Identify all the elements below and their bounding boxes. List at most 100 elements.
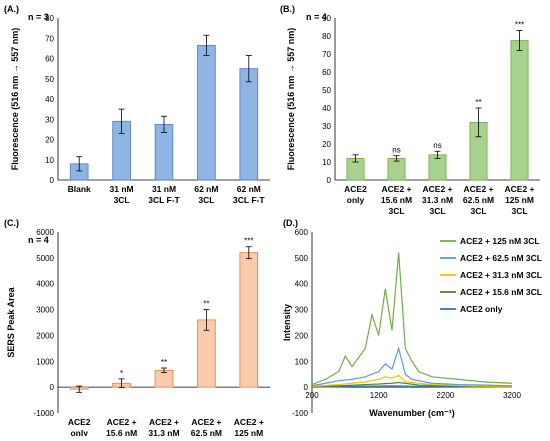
x-tick-label: 62.5 nM (463, 195, 494, 205)
x-tick-label: 3CL (388, 206, 404, 216)
panel-label: (A.) (4, 4, 19, 14)
x-tick-label: 31 nM (152, 184, 176, 194)
y-axis-label: SERS Peak Area (6, 286, 16, 357)
x-tick-label: 31 nM (110, 184, 134, 194)
y-tick-label: 4000 (36, 280, 54, 289)
y-tick-label: 50 (322, 86, 331, 95)
y-tick-label: 60 (45, 55, 54, 64)
x-tick-label: only (70, 428, 88, 436)
y-tick-label: 10 (322, 158, 331, 167)
n-label: n = 4 (306, 12, 327, 22)
y-tick-label: 500 (295, 254, 309, 263)
significance-label: *** (515, 21, 524, 30)
x-tick-label: 15.6 nM (106, 428, 137, 436)
y-tick-label: 30 (322, 122, 331, 131)
x-tick-label: ACE2 + (191, 417, 221, 427)
y-tick-label: 40 (322, 104, 331, 113)
x-tick-label: 3CL (114, 195, 130, 205)
y-tick-label: 600 (295, 228, 309, 237)
y-tick-label: 30 (45, 115, 54, 124)
y-tick-label: 20 (45, 136, 54, 145)
y-axis-label: Intensity (282, 304, 292, 341)
significance-label: ** (475, 98, 481, 107)
y-tick-label: 2000 (36, 331, 54, 340)
panel-label: (B.) (280, 4, 295, 14)
chart-panel-1: (A.) n = 3 0 10 20 30 40 50 60 70 80 Fluorescence (… (4, 4, 270, 205)
x-tick-label: 3200 (503, 391, 521, 400)
x-tick-label: 15.6 nM (381, 195, 412, 205)
x-tick-label: 3CL F-T (148, 195, 180, 205)
y-tick-label: 200 (295, 331, 309, 340)
y-tick-label: 70 (322, 50, 331, 59)
x-tick-label: 3CL (511, 206, 527, 216)
chart-panel-3: (C.) n = 4 -1000 0 1000 2000 3000 4000 5000 6000 S… (4, 218, 270, 441)
x-tick-label: 62 nM (237, 184, 261, 194)
x-tick-label: ACE2 + (107, 417, 137, 427)
chart-panel-2: (B.) n = 4 0 10 20 30 40 50 60 70 80 90 Fluorescence… (280, 4, 540, 216)
bar (387, 157, 406, 181)
x-tick-label: Blank (68, 184, 91, 194)
y-tick-label: 80 (322, 32, 331, 41)
series-line (311, 374, 513, 387)
x-tick-label: 200 (305, 391, 319, 400)
y-tick-label: 80 (45, 14, 54, 23)
x-tick-label: 3CL (470, 206, 486, 216)
significance-label: *** (244, 237, 253, 246)
y-tick-label: 5000 (36, 254, 54, 263)
y-tick-label: 60 (322, 68, 331, 77)
bar (197, 44, 216, 181)
x-tick-label: 1200 (370, 391, 388, 400)
x-tick-label: 31.3 nM (422, 195, 453, 205)
y-tick-label: 300 (295, 306, 309, 315)
y-tick-label: 90 (322, 14, 331, 23)
panel-label: (D.) (283, 218, 298, 228)
x-tick-label: 62.5 nM (191, 428, 222, 436)
y-tick-label: 0 (327, 176, 332, 185)
significance-label: ns (433, 141, 441, 150)
y-tick-label: 70 (45, 34, 54, 43)
legend-label: ACE2 + 62.5 nM 3CL (460, 253, 542, 263)
legend-label: ACE2 + 125 nM 3CL (460, 236, 540, 246)
y-tick-label: -1000 (34, 409, 55, 418)
x-tick-label: 3CL (198, 195, 214, 205)
x-tick-label: ACE2 + (149, 417, 179, 427)
significance-label: ns (392, 146, 400, 155)
y-tick-label: 0 (50, 176, 55, 185)
y-tick-label: 40 (45, 95, 54, 104)
x-tick-label: ACE2 + (382, 184, 412, 194)
series-line (311, 252, 513, 386)
y-tick-label: 20 (322, 140, 331, 149)
x-tick-label: 125 nM (505, 195, 534, 205)
legend-label: ACE2 + 15.6 nM 3CL (460, 287, 542, 297)
y-tick-label: 3000 (36, 306, 54, 315)
y-tick-label: 0 (304, 383, 309, 392)
x-tick-label: ACE2 + (464, 184, 494, 194)
y-tick-label: 10 (45, 156, 54, 165)
y-axis-label: Fluorescence (516 nm → 557 nm) (10, 28, 20, 171)
legend-label: ACE2 only (460, 304, 503, 314)
panel-label: (C.) (4, 218, 19, 228)
series-line (311, 381, 513, 388)
series-line (311, 346, 513, 387)
y-axis-label: Fluorescence (516 nm → 557 nm) (286, 28, 296, 171)
x-axis-label: Wavenumber (cm⁻¹) (369, 408, 454, 418)
y-tick-label: 100 (295, 357, 309, 366)
n-label: n = 3 (28, 12, 49, 22)
y-tick-label: 6000 (36, 228, 54, 237)
x-tick-label: 3CL (429, 206, 445, 216)
x-tick-label: ACE2 + (505, 184, 535, 194)
significance-label: * (120, 369, 123, 378)
significance-label: ** (203, 300, 209, 309)
bar (510, 40, 529, 181)
bar (239, 252, 259, 388)
x-tick-label: 125 nM (234, 428, 263, 436)
y-tick-label: 50 (45, 75, 54, 84)
y-tick-label: 1000 (36, 357, 54, 366)
x-tick-label: ACE2 + (423, 184, 453, 194)
y-tick-label: -100 (292, 409, 309, 418)
x-tick-label: 2200 (436, 391, 454, 400)
y-tick-label: 400 (295, 280, 309, 289)
